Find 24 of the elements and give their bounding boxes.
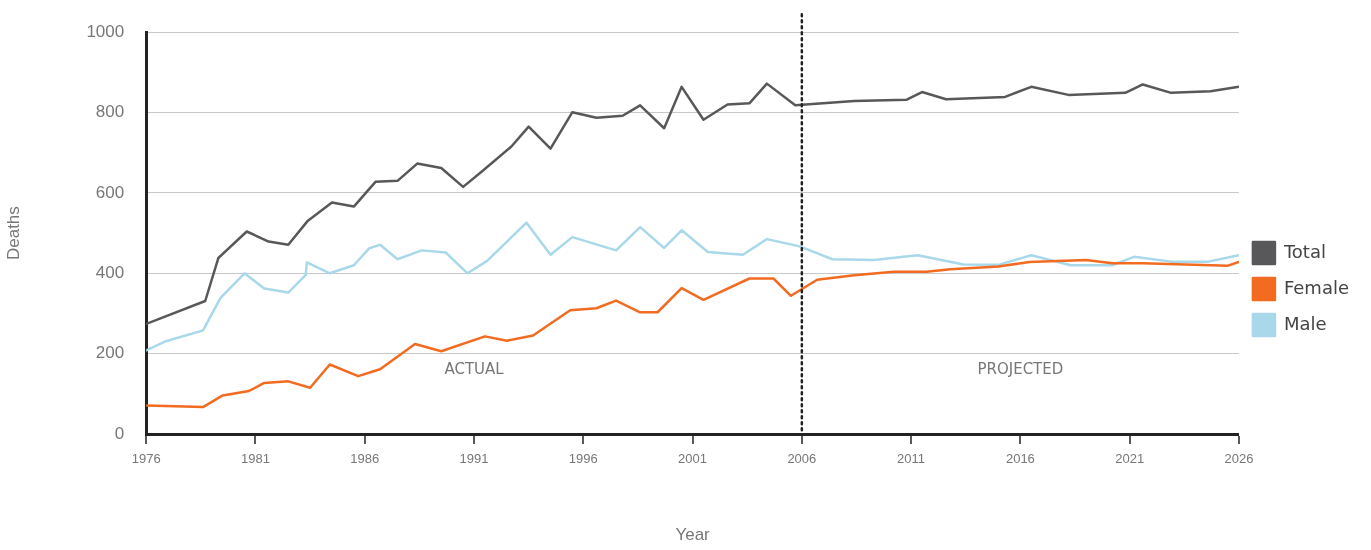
x-tick-label: 1986	[350, 451, 380, 467]
x-tick-label: 2021	[1115, 451, 1145, 467]
x-tick-label: 1976	[131, 451, 161, 467]
x-tick-label: 2006	[787, 451, 817, 467]
y-tick-label: 400	[95, 262, 125, 282]
x-tick-label: 1991	[459, 451, 489, 467]
annotation: PROJECTED	[977, 359, 1064, 378]
y-tick-label: 1000	[86, 21, 125, 41]
y-tick-label: 800	[95, 102, 125, 122]
x-tick-label: 2026	[1224, 451, 1254, 467]
x-tick-label: 2001	[678, 451, 708, 467]
annotation: ACTUAL	[444, 359, 505, 378]
legend-label: Male	[1283, 312, 1327, 334]
y-tick-label: 0	[114, 423, 125, 443]
x-tick-label: 1996	[568, 451, 598, 467]
x-tick-label: 2011	[897, 451, 926, 467]
y-tick-label: 200	[95, 343, 125, 363]
x-axis-title: Year	[675, 525, 711, 545]
legend-label: Female	[1283, 276, 1350, 298]
y-axis-title: Deaths	[3, 206, 23, 261]
legend-label: Total	[1282, 240, 1326, 262]
x-tick-label: 1981	[241, 451, 270, 467]
y-tick-label: 600	[95, 182, 125, 202]
x-tick-label: 2016	[1005, 451, 1035, 467]
